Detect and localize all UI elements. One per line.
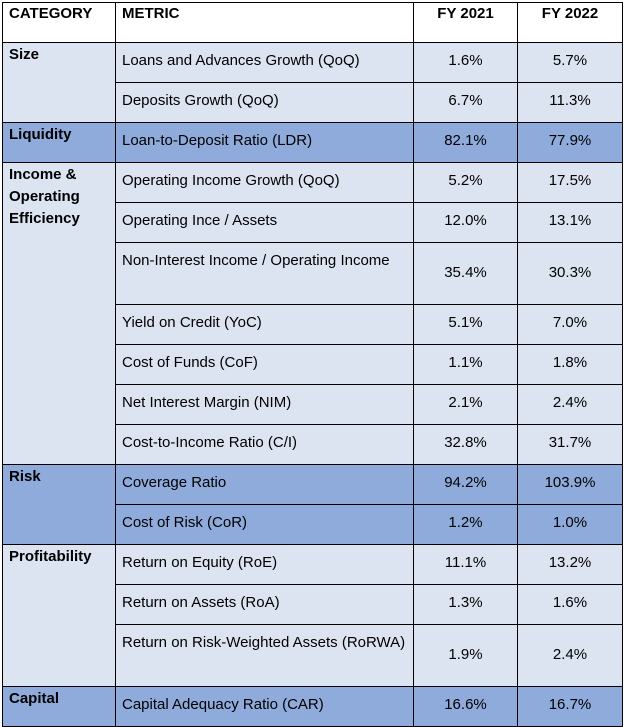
table-row: Operating Ince / Assets 12.0% 13.1%: [3, 202, 623, 243]
table-row: Liquidity Loan-to-Deposit Ratio (LDR) 82…: [2, 122, 623, 163]
fy2022-cell: 2.4%: [517, 624, 623, 687]
table-row: Size Loans and Advances Growth (QoQ) 1.6…: [2, 42, 623, 123]
header-metric: METRIC: [115, 2, 414, 43]
fy2021-cell: 1.2%: [413, 504, 518, 545]
metric-cell: Non-Interest Income / Operating Income: [115, 242, 414, 305]
metric-cell: Loan-to-Deposit Ratio (LDR): [115, 122, 414, 163]
header-fy2022: FY 2022: [517, 2, 623, 43]
table-row: Cost of Funds (CoF) 1.1% 1.8%: [3, 344, 623, 385]
metric-cell: Cost-to-Income Ratio (C/I): [115, 424, 414, 465]
fy2021-cell: 12.0%: [413, 202, 518, 243]
metric-cell: Loans and Advances Growth (QoQ): [115, 42, 414, 83]
fy2021-cell: 35.4%: [413, 242, 518, 305]
metric-cell: Return on Equity (RoE): [115, 544, 414, 585]
metric-cell: Cost of Funds (CoF): [115, 344, 414, 385]
fy2021-cell: 1.9%: [413, 624, 518, 687]
fy2022-cell: 2.4%: [517, 384, 623, 425]
table-row: Yield on Credit (YoC) 5.1% 7.0%: [3, 304, 623, 345]
metric-cell: Cost of Risk (CoR): [115, 504, 414, 545]
fy2022-cell: 16.7%: [517, 686, 623, 727]
fy2021-cell: 1.1%: [413, 344, 518, 385]
table-row: Non-Interest Income / Operating Income 3…: [3, 242, 623, 305]
fy2022-cell: 31.7%: [517, 424, 623, 465]
fy2022-cell: 1.8%: [517, 344, 623, 385]
metric-cell: Yield on Credit (YoC): [115, 304, 414, 345]
fy2022-cell: 103.9%: [517, 464, 623, 505]
category-capital: Capital: [2, 686, 116, 727]
fy2021-cell: 94.2%: [413, 464, 518, 505]
table-row: Deposits Growth (QoQ) 6.7% 11.3%: [3, 82, 623, 123]
fy2021-cell: 1.6%: [413, 42, 518, 83]
table-row: Risk Coverage Ratio 94.2% 103.9%: [2, 464, 623, 545]
fy2021-cell: 16.6%: [413, 686, 518, 727]
metric-cell: Deposits Growth (QoQ): [115, 82, 414, 123]
fy2022-cell: 1.0%: [517, 504, 623, 545]
fy2021-cell: 82.1%: [413, 122, 518, 163]
table-row: Capital Capital Adequacy Ratio (CAR) 16.…: [2, 686, 623, 727]
fy2022-cell: 7.0%: [517, 304, 623, 345]
fy2021-cell: 2.1%: [413, 384, 518, 425]
table-header-row: CATEGORY METRIC FY 2021 FY 2022: [2, 2, 623, 43]
metric-cell: Operating Income Growth (QoQ): [115, 162, 414, 203]
category-risk: Risk: [2, 464, 116, 545]
table-row: Profitability Return on Equity (RoE) 11.…: [2, 544, 623, 687]
table-row: Net Interest Margin (NIM) 2.1% 2.4%: [3, 384, 623, 425]
fy2022-cell: 13.2%: [517, 544, 623, 585]
fy2022-cell: 11.3%: [517, 82, 623, 123]
category-profitability: Profitability: [2, 544, 116, 687]
fy2021-cell: 1.3%: [413, 584, 518, 625]
fy2022-cell: 17.5%: [517, 162, 623, 203]
metric-cell: Net Interest Margin (NIM): [115, 384, 414, 425]
fy2022-cell: 77.9%: [517, 122, 623, 163]
header-category: CATEGORY: [2, 2, 116, 43]
fy2022-cell: 5.7%: [517, 42, 623, 83]
metric-cell: Return on Assets (RoA): [115, 584, 414, 625]
table-row: Cost-to-Income Ratio (C/I) 32.8% 31.7%: [3, 424, 623, 465]
table-row: Return on Assets (RoA) 1.3% 1.6%: [3, 584, 623, 625]
category-income-operating-efficiency: Income & Operating Efficiency: [2, 162, 116, 465]
fy2022-cell: 13.1%: [517, 202, 623, 243]
fy2021-cell: 5.2%: [413, 162, 518, 203]
fy2021-cell: 5.1%: [413, 304, 518, 345]
table-row: Income & Operating Efficiency Operating …: [2, 162, 623, 465]
metric-cell: Capital Adequacy Ratio (CAR): [115, 686, 414, 727]
category-size: Size: [2, 42, 116, 123]
fy2021-cell: 11.1%: [413, 544, 518, 585]
metric-cell: Operating Ince / Assets: [115, 202, 414, 243]
metric-cell: Return on Risk-Weighted Assets (RoRWA): [115, 624, 414, 687]
fy2022-cell: 30.3%: [517, 242, 623, 305]
fy2021-cell: 32.8%: [413, 424, 518, 465]
header-fy2021: FY 2021: [413, 2, 518, 43]
fy2022-cell: 1.6%: [517, 584, 623, 625]
metric-cell: Coverage Ratio: [115, 464, 414, 505]
table-row: Return on Risk-Weighted Assets (RoRWA) 1…: [3, 624, 623, 687]
fy2021-cell: 6.7%: [413, 82, 518, 123]
table-row: Cost of Risk (CoR) 1.2% 1.0%: [3, 504, 623, 545]
category-liquidity: Liquidity: [2, 122, 116, 163]
